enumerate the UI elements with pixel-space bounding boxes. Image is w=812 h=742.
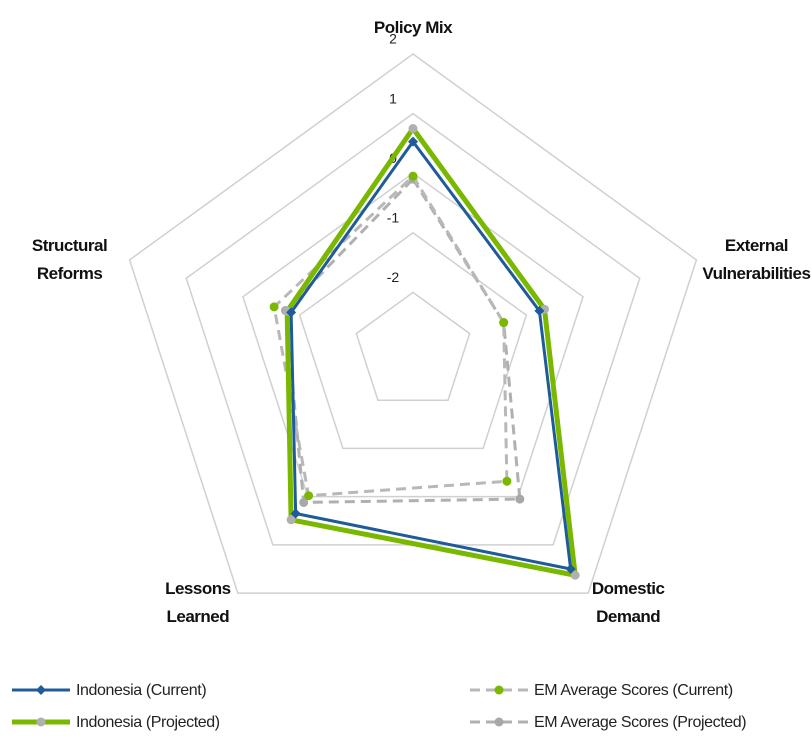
r-tick-label: 2 bbox=[389, 31, 397, 47]
legend-marker bbox=[36, 717, 46, 727]
r-tick-label: -2 bbox=[387, 269, 400, 285]
marker bbox=[408, 171, 418, 181]
grid-ring bbox=[128, 53, 698, 594]
marker bbox=[408, 136, 418, 147]
marker bbox=[534, 305, 545, 316]
category-label: Domestic Demand bbox=[591, 579, 665, 627]
marker bbox=[286, 307, 297, 318]
marker bbox=[570, 570, 580, 580]
legend-marker bbox=[36, 685, 46, 695]
r-tick-label: -1 bbox=[387, 210, 400, 226]
category-label: Structural Reforms bbox=[31, 235, 108, 283]
series-line bbox=[272, 174, 509, 498]
legend-label: EM Average Scores (Current) bbox=[534, 682, 733, 699]
marker bbox=[286, 515, 296, 525]
marker bbox=[304, 491, 314, 501]
marker bbox=[499, 318, 509, 328]
series-line bbox=[289, 140, 573, 571]
legend-label: EM Average Scores (Projected) bbox=[534, 714, 746, 731]
legend-label: Indonesia (Current) bbox=[76, 682, 206, 699]
marker bbox=[299, 497, 309, 507]
marker bbox=[502, 476, 512, 486]
legend-marker bbox=[494, 717, 504, 727]
category-label: Policy Mix bbox=[373, 18, 453, 37]
grid-ring bbox=[242, 172, 584, 498]
legend-marker bbox=[494, 685, 504, 695]
marker bbox=[408, 124, 418, 133]
marker bbox=[269, 302, 279, 312]
marker bbox=[290, 508, 301, 519]
legend-label: Indonesia (Projected) bbox=[76, 714, 220, 731]
grid-ring bbox=[298, 231, 528, 450]
marker bbox=[565, 563, 576, 574]
category-label: External Vulnerabilities bbox=[702, 235, 811, 283]
category-label: Lessons Learned bbox=[165, 579, 231, 627]
r-tick-label: 1 bbox=[389, 90, 397, 106]
series-line bbox=[284, 126, 578, 578]
marker bbox=[515, 494, 525, 504]
grid-ring bbox=[355, 291, 471, 401]
